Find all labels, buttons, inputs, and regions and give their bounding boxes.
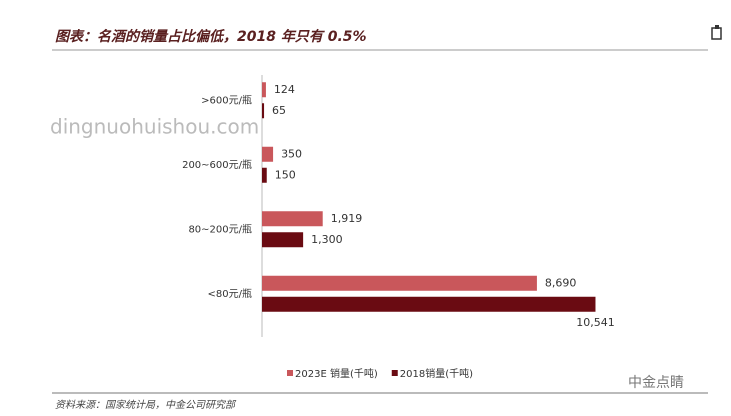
bar <box>262 103 265 119</box>
y-tick-label: <80元/瓶 <box>208 287 252 300</box>
data-label: 1,919 <box>331 212 363 225</box>
bar <box>262 211 323 227</box>
legend-swatch <box>287 370 293 376</box>
bar <box>262 232 304 248</box>
data-label: 150 <box>275 168 296 181</box>
y-tick-label: >600元/瓶 <box>201 93 252 106</box>
data-label: 124 <box>274 83 295 96</box>
bar <box>262 275 537 291</box>
source-note: 资料来源：国家统计局，中金公司研究部 <box>55 399 237 411</box>
y-tick-label: 80~200元/瓶 <box>188 222 252 235</box>
legend-swatch <box>391 370 398 376</box>
legend-label: 2018销量(千吨) <box>400 367 473 380</box>
data-label: 350 <box>281 147 302 160</box>
y-tick-label: 200~600元/瓶 <box>182 158 252 171</box>
watermark: dingnuohuishou.com <box>50 115 259 139</box>
data-label: 8,690 <box>545 276 577 289</box>
legend-label: 2023E 销量(千吨) <box>295 367 378 380</box>
bar <box>262 146 274 162</box>
chart-title: 图表：名酒的销量占比偏低，2018 年只有 0.5% <box>55 28 367 45</box>
data-label: 65 <box>272 104 286 117</box>
logo: 中金点睛 <box>628 375 684 391</box>
data-label: 10,541 <box>576 316 615 329</box>
bar <box>262 296 596 312</box>
data-label: 1,300 <box>311 233 343 246</box>
bar <box>262 167 267 183</box>
copy-icon[interactable] <box>711 25 722 40</box>
bar <box>262 82 266 98</box>
